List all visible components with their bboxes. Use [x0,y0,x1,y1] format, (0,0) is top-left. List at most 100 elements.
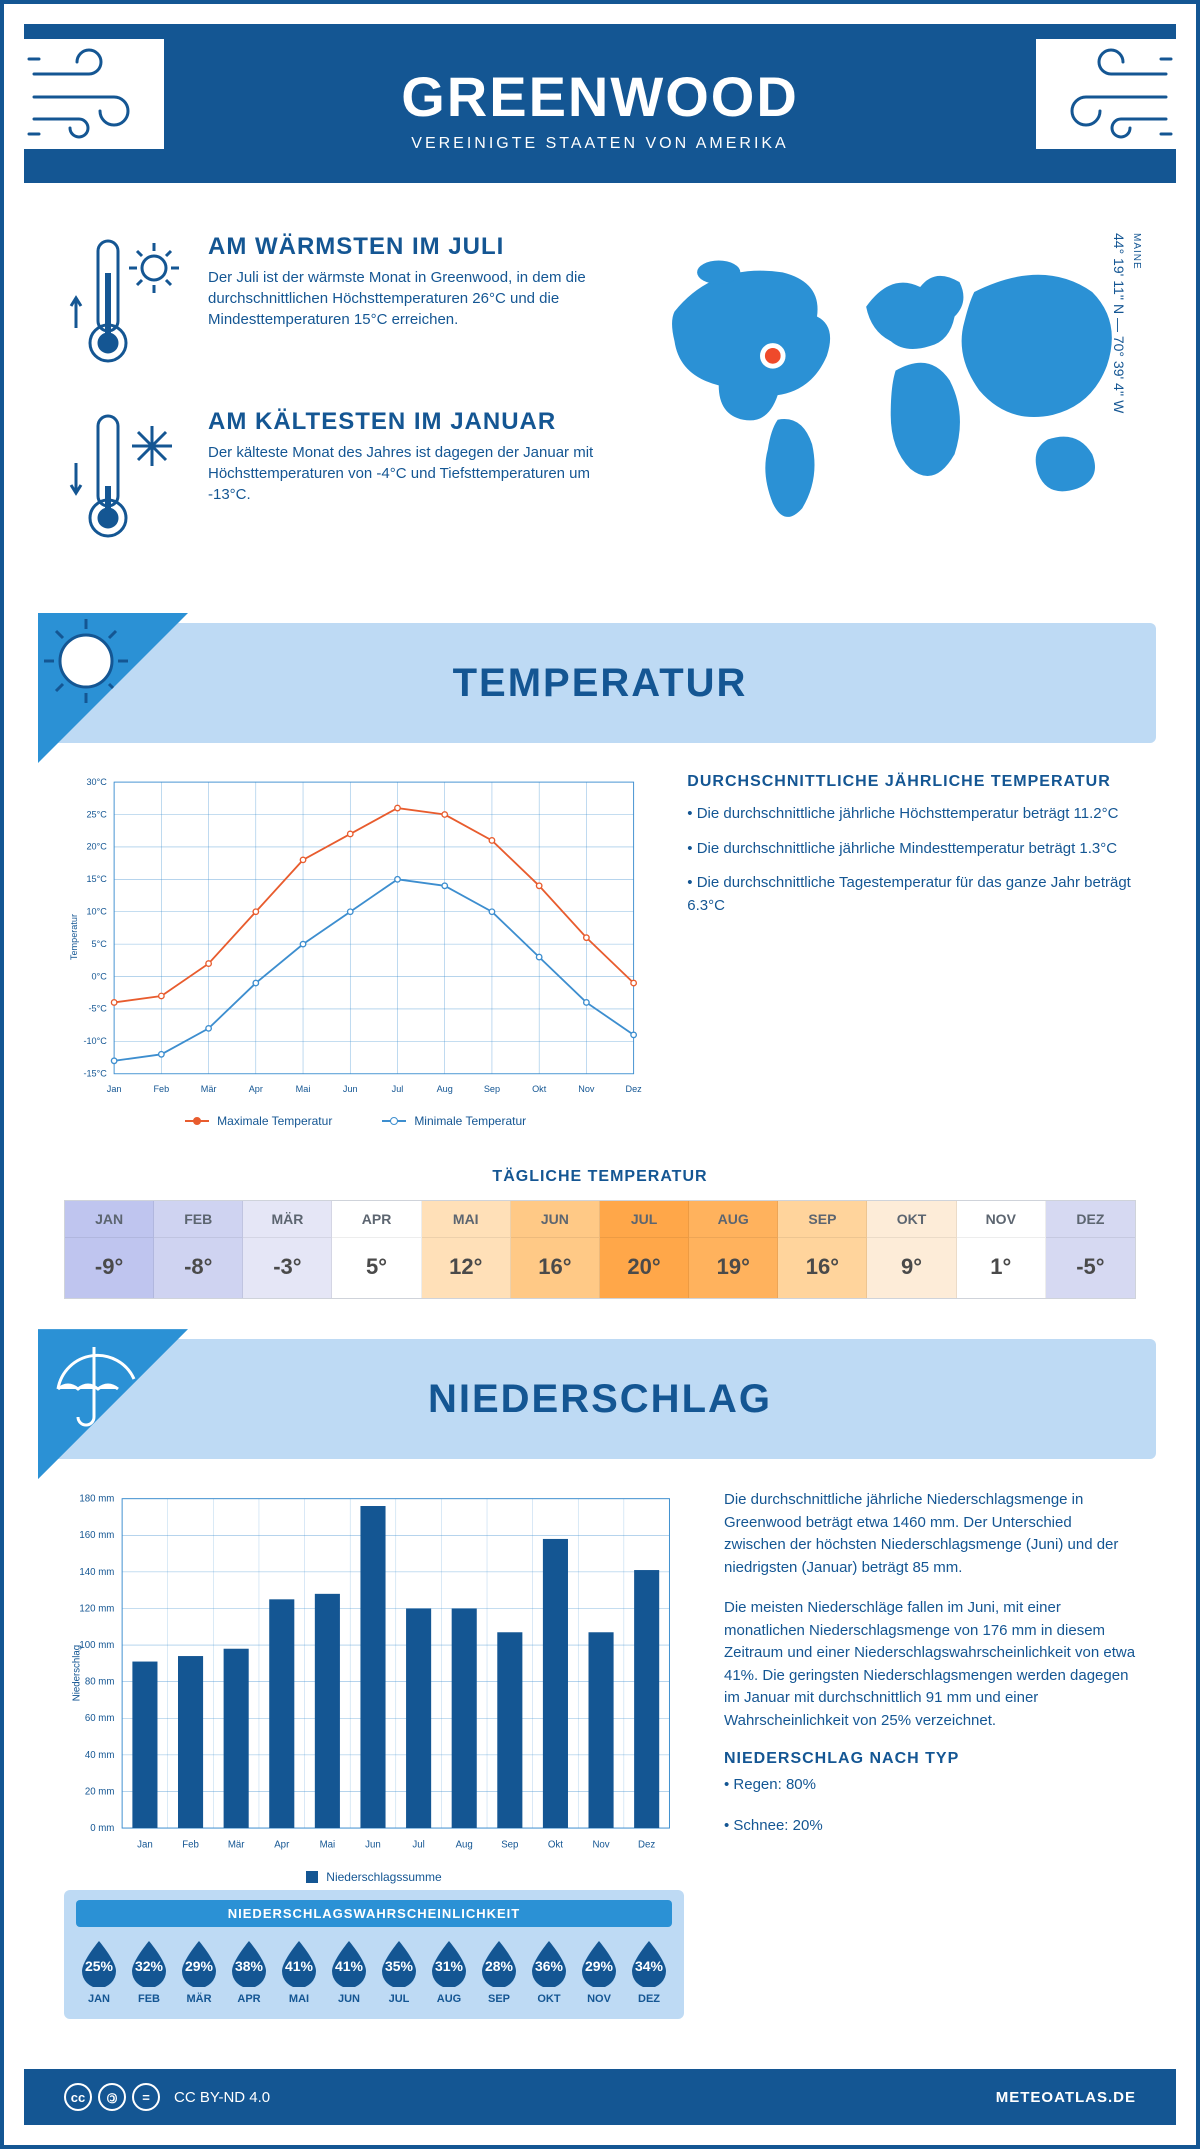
raindrop-icon: 41% [326,1939,372,1987]
precip-text: Die durchschnittliche jährliche Niedersc… [724,1489,1136,2019]
svg-text:80 mm: 80 mm [85,1677,115,1688]
page: GREENWOOD VEREINIGTE STAATEN VON AMERIKA [0,0,1200,2149]
probability-value: 35% [376,1958,422,1974]
daily-cell: MAI12° [422,1201,511,1298]
precip-p2: Die meisten Niederschläge fallen im Juni… [724,1597,1136,1732]
svg-text:Jan: Jan [137,1840,153,1851]
svg-text:Aug: Aug [437,1084,453,1094]
probability-item: 31% AUG [426,1939,472,2005]
svg-text:25°C: 25°C [86,809,107,819]
svg-text:10°C: 10°C [86,906,107,916]
svg-text:Jul: Jul [412,1840,424,1851]
thermometer-cold-icon [64,408,184,553]
svg-text:Okt: Okt [548,1840,563,1851]
probability-value: 38% [226,1958,272,1974]
daily-value: 16° [511,1237,599,1298]
probability-month: OKT [526,1993,572,2005]
probability-value: 41% [326,1958,372,1974]
fact-warmest-body: AM WÄRMSTEN IM JULI Der Juli ist der wär… [208,233,605,378]
intro-section: AM WÄRMSTEN IM JULI Der Juli ist der wär… [4,203,1196,623]
daily-cell: FEB-8° [154,1201,243,1298]
raindrop-icon: 29% [176,1939,222,1987]
svg-text:15°C: 15°C [86,874,107,884]
svg-text:120 mm: 120 mm [79,1603,114,1614]
svg-text:Mär: Mär [228,1840,245,1851]
svg-text:Feb: Feb [154,1084,170,1094]
svg-text:100 mm: 100 mm [79,1640,114,1651]
temp-notes-bullet2: • Die durchschnittliche jährliche Mindes… [687,838,1136,861]
temperature-chart: -15°C-10°C-5°C0°C5°C10°C15°C20°C25°C30°C… [64,773,647,1128]
probability-month: DEZ [626,1993,672,2005]
fact-warmest-text: Der Juli ist der wärmste Monat in Greenw… [208,267,605,330]
probability-item: 38% APR [226,1939,272,2005]
precip-left: 0 mm20 mm40 mm60 mm80 mm100 mm120 mm140 … [64,1489,684,2019]
probability-item: 25% JAN [76,1939,122,2005]
daily-month: MAI [422,1201,510,1237]
daily-cell: NOV1° [957,1201,1046,1298]
daily-month: APR [332,1201,420,1237]
daily-value: 19° [689,1237,777,1298]
probability-month: JUL [376,1993,422,2005]
precip-legend: Niederschlagssumme [64,1870,684,1884]
daily-cell: JUL20° [600,1201,689,1298]
raindrop-icon: 34% [626,1939,672,1987]
coords: MAINE 44° 19' 11'' N — 70° 39' 4'' W [1124,233,1142,583]
svg-text:-15°C: -15°C [83,1068,107,1078]
svg-text:Apr: Apr [249,1084,263,1094]
precip-chart: 0 mm20 mm40 mm60 mm80 mm100 mm120 mm140 … [64,1489,684,1857]
legend-min: Minimale Temperatur [382,1114,526,1128]
world-map [645,233,1136,533]
daily-month: OKT [867,1201,955,1237]
legend-min-label: Minimale Temperatur [414,1114,526,1128]
daily-value: 1° [957,1237,1045,1298]
precip-banner: NIEDERSCHLAG [44,1339,1156,1459]
daily-month: JUN [511,1201,599,1237]
svg-text:160 mm: 160 mm [79,1530,114,1541]
fact-coldest-title: AM KÄLTESTEN IM JANUAR [208,408,605,436]
city-title: GREENWOOD [44,64,1156,129]
svg-text:Niederschlag: Niederschlag [71,1645,82,1701]
legend-precip: Niederschlagssumme [306,1870,441,1884]
probability-month: MAI [276,1993,322,2005]
daily-value: 12° [422,1237,510,1298]
fact-coldest-body: AM KÄLTESTEN IM JANUAR Der kälteste Mona… [208,408,605,553]
probability-value: 41% [276,1958,322,1974]
probability-box: NIEDERSCHLAGSWAHRSCHEINLICHKEIT 25% JAN … [64,1890,684,2019]
probability-value: 29% [176,1958,222,1974]
daily-month: DEZ [1046,1201,1135,1237]
raindrop-icon: 36% [526,1939,572,1987]
footer-left: cc🄯= CC BY-ND 4.0 [64,2083,270,2111]
fact-coldest-text: Der kälteste Monat des Jahres ist dagege… [208,442,605,505]
fact-coldest: AM KÄLTESTEN IM JANUAR Der kälteste Mona… [64,408,605,553]
svg-text:Jun: Jun [365,1840,381,1851]
legend-precip-label: Niederschlagssumme [326,1870,441,1884]
raindrop-icon: 29% [576,1939,622,1987]
svg-text:Jul: Jul [392,1084,404,1094]
svg-text:Dez: Dez [626,1084,643,1094]
probability-item: 28% SEP [476,1939,522,2005]
svg-text:60 mm: 60 mm [85,1713,115,1724]
svg-text:Feb: Feb [182,1840,199,1851]
svg-text:Okt: Okt [532,1084,547,1094]
daily-cell: AUG19° [689,1201,778,1298]
probability-item: 29% NOV [576,1939,622,2005]
daily-value: 16° [778,1237,866,1298]
daily-temp-table: JAN-9°FEB-8°MÄR-3°APR5°MAI12°JUN16°JUL20… [64,1200,1136,1299]
probability-heading: NIEDERSCHLAGSWAHRSCHEINLICHKEIT [76,1900,672,1927]
raindrop-icon: 31% [426,1939,472,1987]
svg-text:30°C: 30°C [86,777,107,787]
daily-value: -9° [65,1237,153,1298]
country-subtitle: VEREINIGTE STAATEN VON AMERIKA [44,135,1156,153]
daily-temp-section: TÄGLICHE TEMPERATUR JAN-9°FEB-8°MÄR-3°AP… [4,1158,1196,1339]
daily-month: NOV [957,1201,1045,1237]
legend-max: Maximale Temperatur [185,1114,332,1128]
daily-month: JUL [600,1201,688,1237]
probability-month: FEB [126,1993,172,2005]
footer: cc🄯= CC BY-ND 4.0 METEOATLAS.DE [24,2069,1176,2125]
cc-badge-icon: cc🄯= [64,2083,160,2111]
probability-month: JAN [76,1993,122,2005]
probability-value: 32% [126,1958,172,1974]
svg-text:Sep: Sep [501,1840,518,1851]
site-name: METEOATLAS.DE [996,2089,1136,2106]
daily-month: AUG [689,1201,777,1237]
